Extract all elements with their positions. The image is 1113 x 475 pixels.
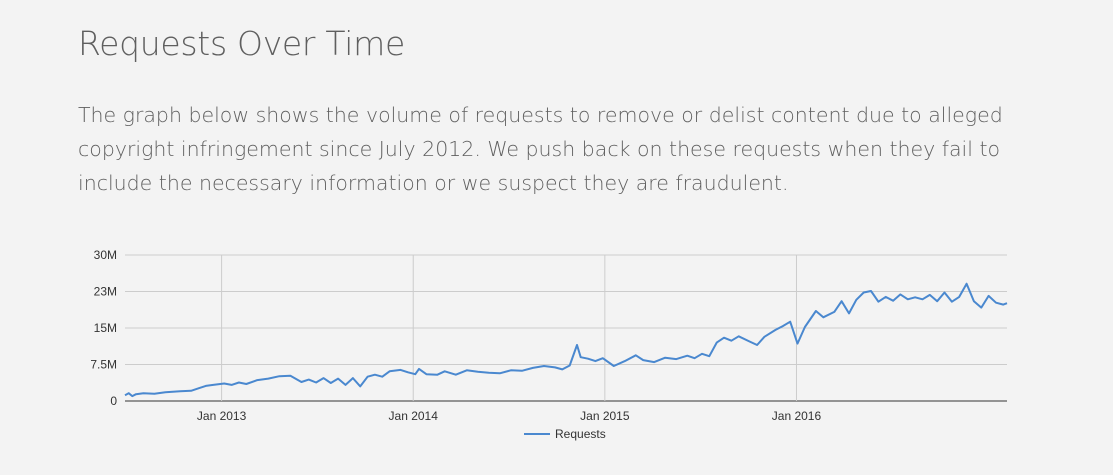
y-tick-label: 7.5M — [90, 358, 117, 372]
y-tick-label: 0 — [110, 394, 117, 408]
x-tick-label: Jan 2016 — [772, 409, 822, 423]
chart-legend: Requests — [524, 427, 606, 441]
y-tick-label: 23M — [94, 285, 117, 299]
page-title: Requests Over Time — [78, 24, 405, 63]
y-tick-label: 15M — [94, 321, 117, 335]
x-tick-label: Jan 2013 — [197, 409, 247, 423]
x-tick-label: Jan 2015 — [580, 409, 630, 423]
series-line-requests — [124, 282, 1008, 398]
x-tick-label: Jan 2014 — [389, 409, 439, 423]
y-axis-ticks: 0 7.5M 15M 23M 30M — [90, 248, 117, 408]
page-description: The graph below shows the volume of requ… — [78, 103, 1003, 195]
series-layer — [124, 282, 1008, 398]
x-axis-ticks: Jan 2013 Jan 2014 Jan 2015 Jan 2016 — [197, 409, 822, 423]
chart-grid — [125, 254, 1007, 402]
legend-label: Requests — [555, 427, 606, 441]
y-tick-label: 30M — [94, 248, 117, 262]
